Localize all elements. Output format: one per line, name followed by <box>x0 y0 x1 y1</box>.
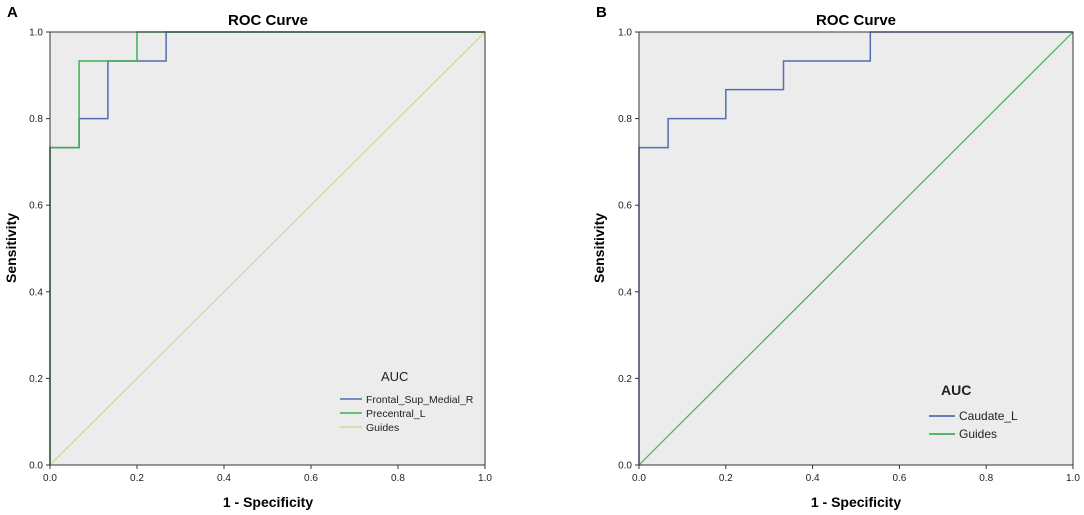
panel-b-series-caudate-l <box>638 31 1073 465</box>
panel-a-legend-precentral: Precentral_L <box>366 408 426 420</box>
panel-a-x-tick-label: 0.4 <box>217 473 231 484</box>
panel-b-legend: AUC Caudate_L Guides <box>929 382 1018 441</box>
panel-a-legend-title: AUC <box>381 369 408 384</box>
panel-b-legend-title: AUC <box>941 382 971 398</box>
panel-a-x-tick-label: 0.6 <box>304 473 318 484</box>
panel-a-series-guides <box>49 31 486 466</box>
panel-a-x-tick-label: 0.8 <box>391 473 405 484</box>
panel-b-title: ROC Curve <box>816 12 896 29</box>
panel-a-legend: AUC Frontal_Sup_Medial_R Precentral_L Gu… <box>340 369 474 434</box>
panel-b-y-tick-label: 0.8 <box>618 114 632 125</box>
panel-a-legend-frontal: Frontal_Sup_Medial_R <box>366 394 474 406</box>
panel-b-x-tick-label: 0.4 <box>806 473 820 484</box>
panel-a-x-tick-label: 0.2 <box>130 473 144 484</box>
panel-a-y-axis-label: Sensitivity <box>3 213 19 283</box>
panel-b: B ROC Curve 1 - Specificity Sensitivity … <box>591 4 1080 510</box>
panel-a: A ROC Curve 1 - Specificity Sensitivity … <box>3 4 492 510</box>
panel-a-x-tick-label: 0.0 <box>43 473 57 484</box>
panel-b-y-tick-label: 0.4 <box>618 287 632 298</box>
panel-b-letter: B <box>596 4 607 21</box>
panel-b-y-axis-label: Sensitivity <box>591 213 607 283</box>
panel-a-y-tick-label: 0.4 <box>29 287 43 298</box>
panel-a-y-tick-label: 0.2 <box>29 374 43 385</box>
panel-a-x-tick-label: 1.0 <box>478 473 492 484</box>
panel-a-y-tick-label: 1.0 <box>29 28 43 39</box>
panel-b-legend-caudate: Caudate_L <box>959 409 1018 423</box>
panel-a-legend-guides: Guides <box>366 422 399 434</box>
panel-b-y-tick-label: 0.0 <box>618 461 632 472</box>
panel-a-x-axis-label: 1 - Specificity <box>223 494 313 510</box>
panel-a-y-tick-label: 0.8 <box>29 114 43 125</box>
panel-b-series-guides <box>638 31 1074 466</box>
panel-b-plot-frame <box>638 31 1074 466</box>
panel-b-x-tick-label: 0.6 <box>892 473 906 484</box>
panel-a-plot-frame <box>49 31 486 466</box>
panel-b-y-tick-label: 1.0 <box>618 28 632 39</box>
panel-b-y-tick-label: 0.2 <box>618 374 632 385</box>
panel-a-y-tick-label: 0.0 <box>29 461 43 472</box>
panel-b-y-tick-label: 0.6 <box>618 201 632 212</box>
panel-a-title: ROC Curve <box>228 12 308 29</box>
panel-b-x-axis-label: 1 - Specificity <box>811 494 901 510</box>
panel-b-x-tick-label: 0.2 <box>719 473 733 484</box>
panel-b-legend-guides: Guides <box>959 427 997 441</box>
panel-b-plot-area: 0.0 0.2 0.4 0.6 0.8 1.0 0.0 0.2 0.4 0.6 0.8 1.0 <box>618 28 1080 485</box>
panel-a-y-tick-label: 0.6 <box>29 201 43 212</box>
panel-a-letter: A <box>7 4 18 21</box>
panel-b-x-tick-label: 0.8 <box>979 473 993 484</box>
panel-b-x-tick-label: 0.0 <box>632 473 646 484</box>
panel-b-x-tick-label: 1.0 <box>1066 473 1080 484</box>
panel-a-plot-area: 0.0 0.2 0.4 0.6 0.8 1.0 0.0 0.2 0.4 0.6 0.8 1.0 <box>29 28 492 485</box>
